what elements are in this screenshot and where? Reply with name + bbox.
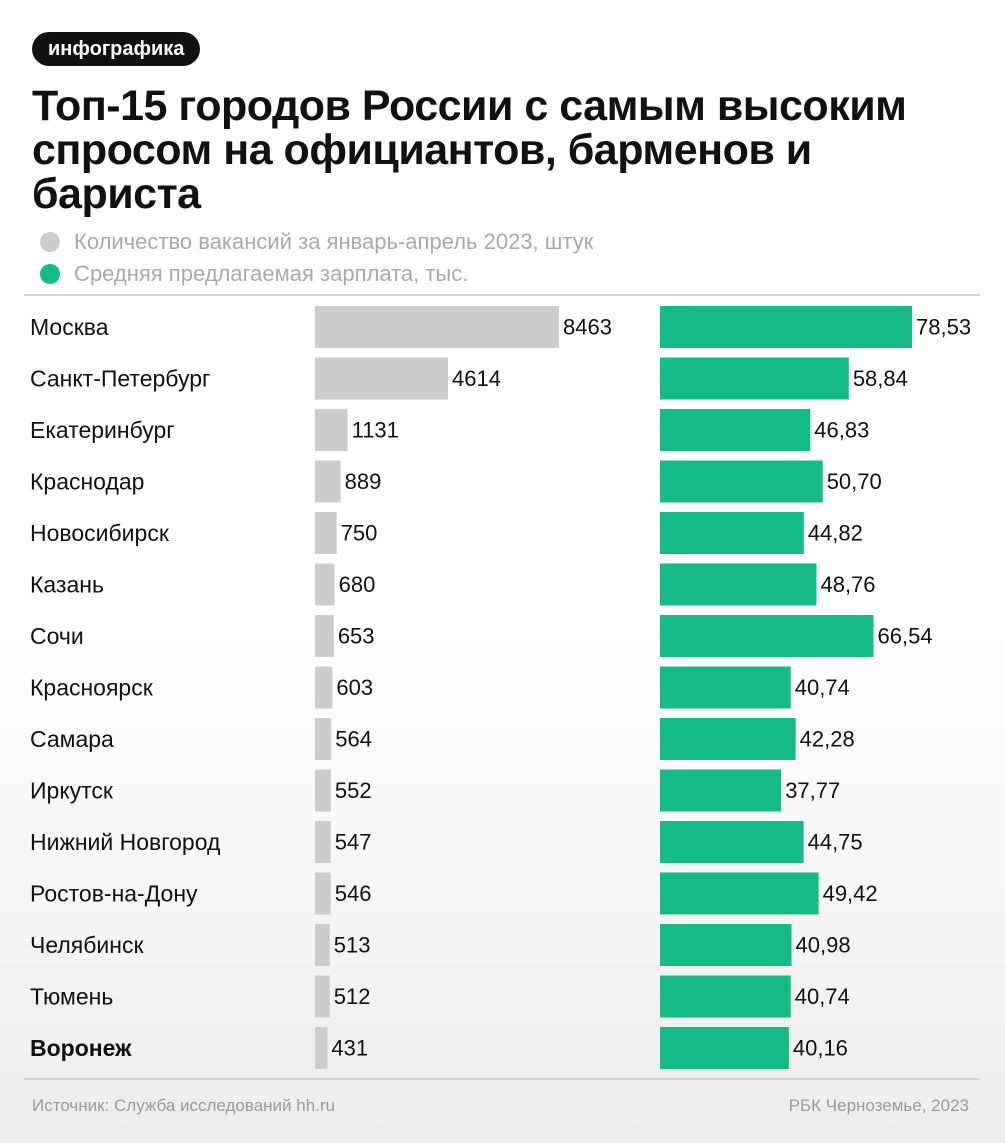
salary-value-label: 44,82	[808, 521, 863, 546]
vacancies-value-label: 680	[339, 572, 376, 597]
vacancies-bar	[315, 1027, 328, 1069]
city-label: Тюмень	[30, 984, 113, 1010]
legend-label-vacancies: Количество вакансий за январь-апрель 202…	[74, 229, 594, 254]
salary-bar	[660, 821, 804, 863]
salary-value-label: 44,75	[808, 830, 863, 855]
vacancies-bar	[315, 975, 330, 1018]
vacancies-bar	[315, 872, 331, 915]
city-label: Санкт-Петербург	[30, 366, 210, 392]
salary-bar	[660, 975, 791, 1018]
salary-bar	[660, 357, 849, 400]
salary-value-label: 50,70	[827, 469, 882, 494]
salary-value-label: 46,83	[814, 418, 869, 443]
vacancies-bar	[315, 460, 341, 503]
salary-value-label: 40,74	[795, 984, 850, 1009]
city-label: Иркутск	[30, 778, 114, 804]
salary-bar	[660, 718, 796, 760]
vacancies-value-label: 750	[341, 521, 378, 546]
salary-bar	[660, 872, 819, 915]
salary-bar	[660, 306, 912, 348]
vacancies-bar	[315, 666, 333, 709]
vacancies-value-label: 889	[345, 469, 382, 494]
salary-value-label: 40,16	[793, 1036, 848, 1061]
chart-title: Топ-15 городов России с самым высоким сп…	[32, 82, 907, 218]
salary-value-label: 66,54	[878, 624, 933, 649]
vacancies-value-label: 512	[334, 984, 371, 1009]
vacancies-value-label: 653	[338, 624, 375, 649]
vacancies-value-label: 8463	[563, 315, 612, 340]
vacancies-bar	[315, 718, 332, 760]
salary-bar	[660, 924, 792, 966]
legend-dot-salary	[40, 264, 60, 284]
vacancies-bar	[315, 357, 449, 400]
legend-label-salary: Средняя предлагаемая зарплата, тыс.	[74, 261, 469, 286]
salary-bar	[660, 409, 811, 451]
salary-value-label: 49,42	[823, 881, 878, 906]
vacancies-value-label: 513	[334, 933, 371, 958]
vacancies-bar	[315, 821, 331, 863]
source-note: Источник: Служба исследований hh.ru	[32, 1096, 336, 1115]
vacancies-bar	[315, 924, 330, 966]
vacancies-value-label: 1131	[352, 418, 399, 443]
city-label: Казань	[30, 572, 104, 598]
salary-bar	[660, 512, 804, 554]
vacancies-bar	[315, 615, 334, 657]
bottom-divider	[24, 1078, 980, 1080]
vacancies-bar	[315, 563, 335, 606]
vacancies-bar	[315, 409, 348, 451]
city-label: Москва	[30, 314, 109, 340]
infographic-tag: инфографика	[32, 32, 201, 66]
city-label: Ростов-на-Дону	[30, 881, 198, 907]
vacancies-bar	[315, 512, 337, 554]
salary-value-label: 48,76	[820, 572, 875, 597]
vacancies-bar	[315, 306, 559, 348]
vacancies-value-label: 431	[331, 1036, 368, 1061]
legend-item-vacancies: Количество вакансий за январь-апрель 202…	[40, 226, 593, 258]
salary-value-label: 40,98	[796, 933, 851, 958]
city-label: Екатеринбург	[30, 417, 175, 443]
salary-value-label: 78,53	[916, 315, 971, 340]
city-label: Самара	[30, 726, 114, 752]
vacancies-value-label: 546	[335, 881, 372, 906]
salary-bar	[660, 666, 791, 709]
salary-bar	[660, 615, 874, 657]
salary-value-label: 58,84	[853, 366, 908, 391]
city-label: Нижний Новгород	[30, 829, 221, 855]
legend: Количество вакансий за январь-апрель 202…	[40, 226, 593, 290]
vacancies-value-label: 564	[335, 727, 372, 752]
salary-value-label: 42,28	[800, 727, 855, 752]
top-divider	[24, 294, 980, 296]
vacancies-bar	[315, 769, 331, 812]
salary-bar	[660, 1027, 789, 1069]
salary-bar	[660, 563, 817, 606]
city-label: Челябинск	[30, 932, 144, 958]
city-label: Красноярск	[30, 675, 154, 701]
salary-bar	[660, 460, 823, 503]
legend-item-salary: Средняя предлагаемая зарплата, тыс.	[40, 258, 593, 290]
vacancies-value-label: 552	[335, 778, 372, 803]
vacancies-value-label: 603	[336, 675, 373, 700]
credit-note: РБК Черноземье, 2023	[788, 1096, 969, 1115]
legend-dot-vacancies	[40, 232, 60, 252]
salary-value-label: 37,77	[785, 778, 840, 803]
salary-value-label: 40,74	[795, 675, 850, 700]
city-label: Краснодар	[30, 469, 144, 495]
salary-bar	[660, 769, 782, 812]
city-label: Воронеж	[30, 1035, 132, 1061]
vacancies-value-label: 4614	[452, 366, 501, 391]
city-label: Сочи	[30, 623, 84, 649]
vacancies-value-label: 547	[335, 830, 372, 855]
city-label: Новосибирск	[30, 520, 170, 546]
